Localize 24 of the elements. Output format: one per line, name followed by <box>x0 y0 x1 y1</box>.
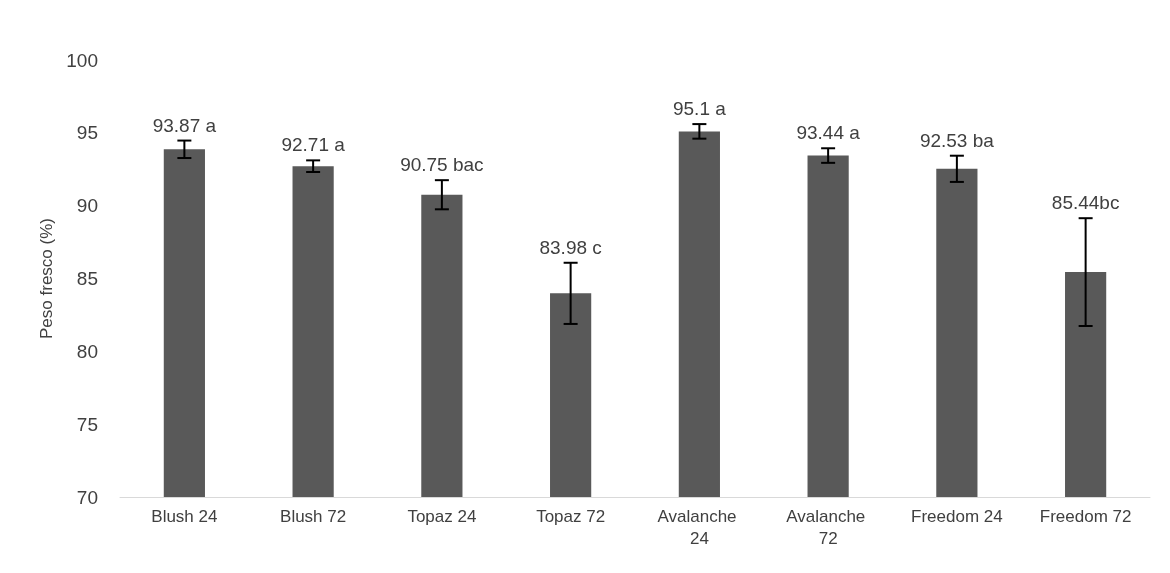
data-label: 90.75 bac <box>400 154 484 176</box>
y-tick-label: 85 <box>76 268 98 289</box>
y-tick-label: 75 <box>76 413 98 435</box>
data-label: 93.87 a <box>152 114 217 136</box>
data-label: 93.44 a <box>796 122 861 144</box>
data-label: 85.44bc <box>1051 192 1120 214</box>
y-tick-label: 100 <box>66 49 98 71</box>
x-tick-label: Blush 24 <box>151 506 218 526</box>
x-tick-label: Topaz 24 <box>407 506 477 526</box>
y-tick-label: 95 <box>76 122 98 144</box>
data-label: 95.1 a <box>672 98 727 120</box>
data-label: 83.98 c <box>539 236 602 258</box>
data-label: 92.53 ba <box>919 129 995 151</box>
y-tick-label: 80 <box>76 340 98 362</box>
x-tick-label: Topaz 72 <box>536 506 606 526</box>
x-tick-label: Blush 72 <box>280 506 347 526</box>
y-axis-title: Peso fresco (%) <box>37 218 57 339</box>
x-tick-label: Freedom 24 <box>911 506 1003 526</box>
x-tick-label: Avalanche 24 <box>657 506 742 548</box>
x-tick-label: Freedom 72 <box>1039 506 1132 526</box>
data-label: 92.71 a <box>281 134 346 156</box>
x-tick-label: Avalanche 72 <box>786 506 871 548</box>
y-tick-label: 90 <box>76 195 98 217</box>
y-tick-label: 70 <box>76 486 98 508</box>
